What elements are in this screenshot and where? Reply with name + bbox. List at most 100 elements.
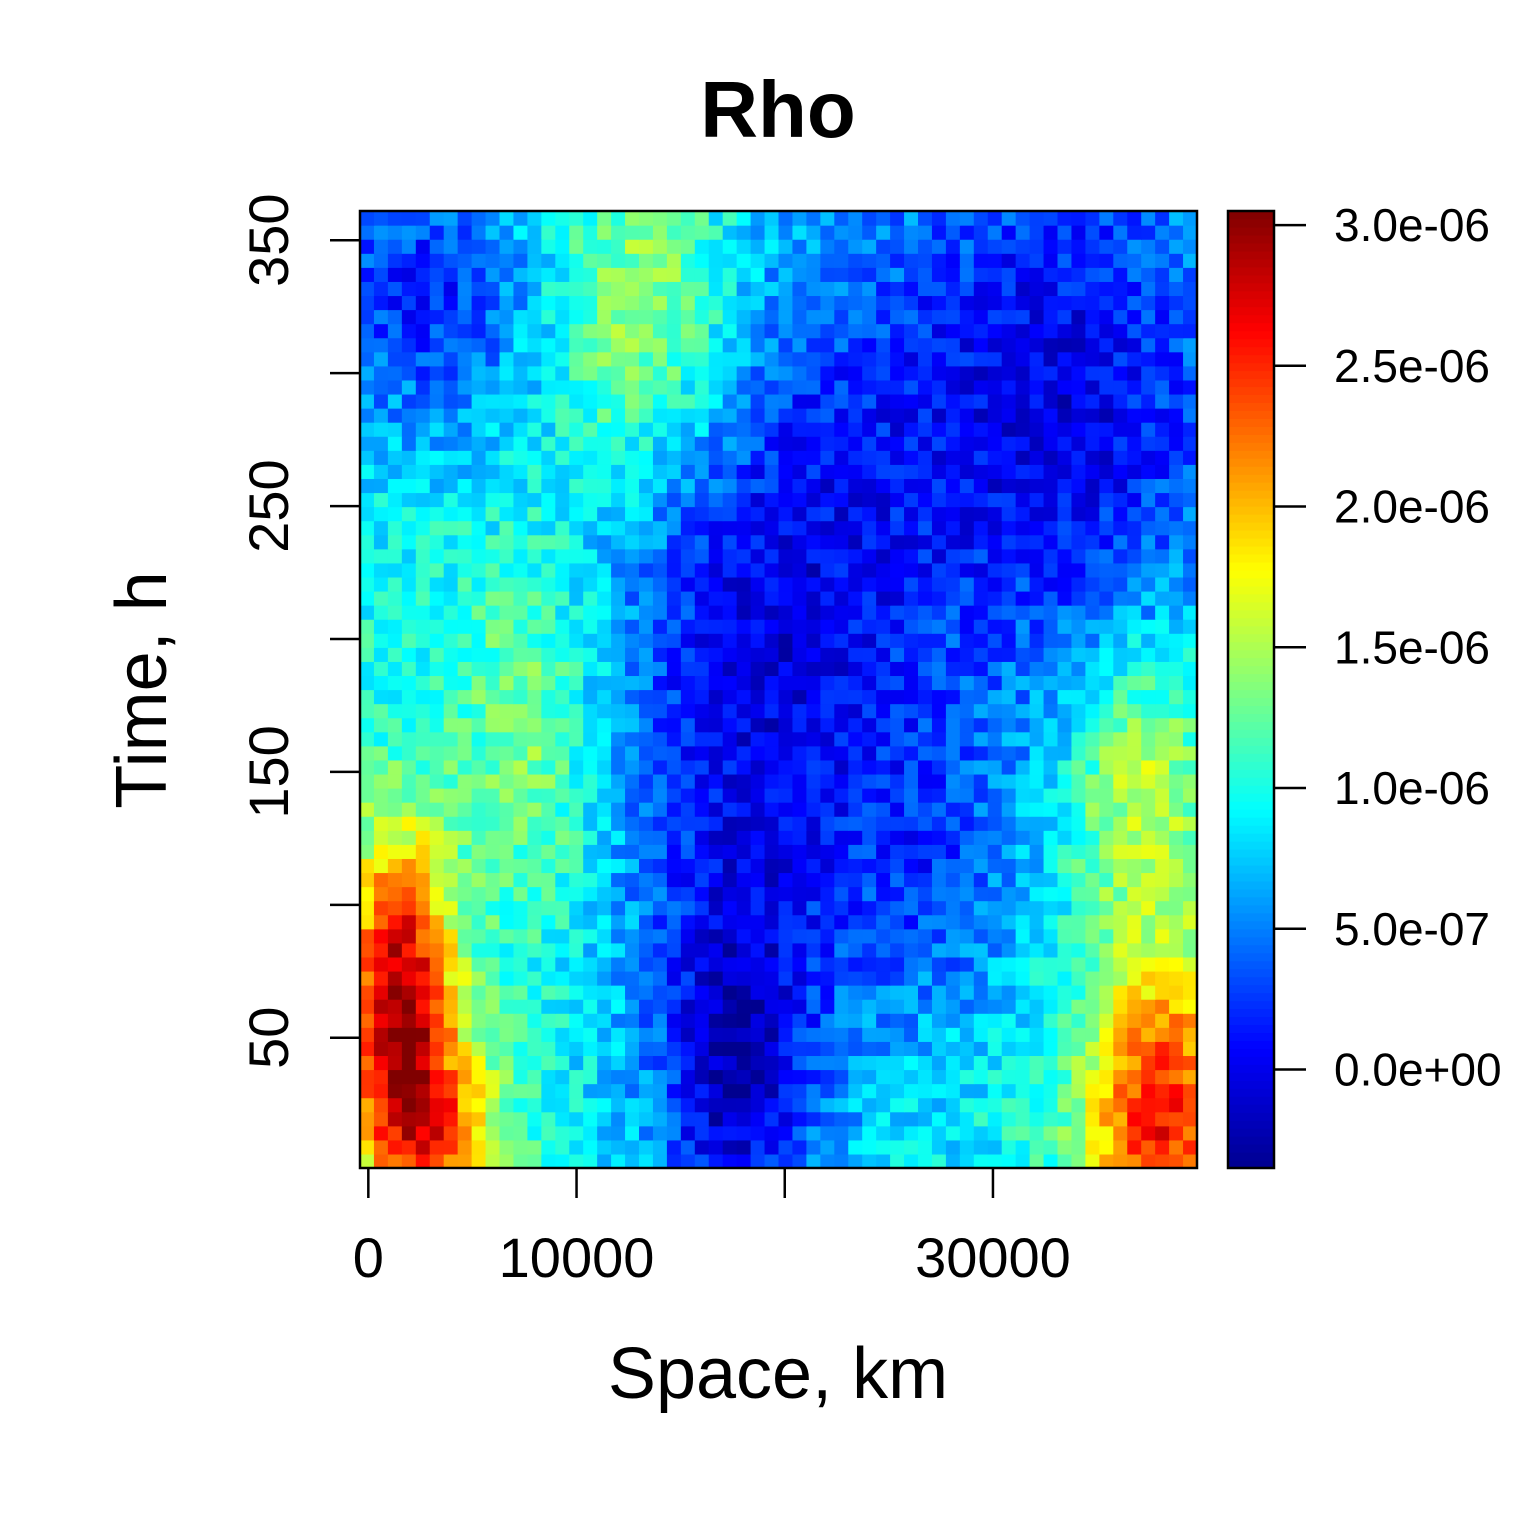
- heatmap-cell: [499, 239, 515, 254]
- heatmap-cell: [639, 942, 654, 958]
- heatmap-cell: [1127, 773, 1142, 789]
- heatmap-cell: [778, 1083, 794, 1099]
- heatmap-cell: [778, 1069, 794, 1085]
- colorbar-step: [1228, 346, 1274, 356]
- heatmap-cell: [625, 1111, 640, 1127]
- heatmap-cell: [848, 548, 863, 564]
- heatmap-cell: [415, 393, 431, 409]
- heatmap-cell: [722, 422, 738, 437]
- heatmap-cell: [1085, 1055, 1100, 1071]
- heatmap-cell: [625, 295, 640, 311]
- heatmap-cell: [597, 379, 612, 395]
- heatmap-cell: [1085, 759, 1100, 775]
- heatmap-cell: [722, 773, 738, 789]
- heatmap-cell: [1043, 492, 1059, 508]
- heatmap-cell: [764, 914, 780, 930]
- heatmap-cell: [945, 562, 961, 578]
- heatmap-cell: [834, 1083, 849, 1099]
- heatmap-cell: [904, 675, 919, 691]
- heatmap-cell: [876, 844, 891, 859]
- heatmap-cell: [708, 1013, 724, 1028]
- heatmap-cell: [360, 858, 375, 874]
- heatmap-cell: [1155, 267, 1170, 282]
- heatmap-cell: [973, 351, 989, 367]
- heatmap-cell: [1099, 619, 1114, 634]
- heatmap-cell: [429, 689, 445, 705]
- heatmap-cell: [792, 689, 807, 705]
- heatmap-cell: [569, 956, 584, 972]
- heatmap-cell: [694, 914, 710, 930]
- heatmap-cell: [750, 492, 766, 508]
- heatmap-cell: [597, 1083, 612, 1099]
- heatmap-cell: [834, 605, 849, 620]
- heatmap-cell: [987, 731, 1003, 747]
- heatmap-cell: [1029, 1125, 1045, 1141]
- heatmap-cell: [1029, 1083, 1045, 1099]
- heatmap-cell: [429, 956, 445, 972]
- heatmap-cell: [876, 605, 891, 620]
- heatmap-cell: [1141, 773, 1156, 789]
- heatmap-cell: [401, 534, 417, 550]
- heatmap-cell: [1127, 956, 1142, 972]
- heatmap-cell: [360, 323, 375, 339]
- heatmap-cell: [373, 886, 389, 902]
- heatmap-cell: [1183, 830, 1198, 845]
- heatmap-cell: [1015, 661, 1031, 677]
- heatmap-cell: [1071, 450, 1086, 465]
- heatmap-cell: [694, 1027, 710, 1042]
- colorbar-step: [1228, 952, 1274, 962]
- heatmap-cell: [1043, 450, 1059, 465]
- heatmap-cell: [513, 239, 528, 254]
- heatmap-cell: [862, 1013, 877, 1028]
- heatmap-cell: [499, 816, 515, 831]
- heatmap-cell: [597, 1013, 612, 1028]
- heatmap-cell: [1015, 351, 1031, 367]
- heatmap-cell: [1057, 1069, 1073, 1085]
- heatmap-cell: [890, 436, 905, 451]
- heatmap-cell: [764, 900, 780, 916]
- heatmap-cell: [987, 1013, 1003, 1028]
- heatmap-cell: [1043, 1027, 1059, 1042]
- heatmap-cell: [750, 548, 766, 564]
- heatmap-cell: [1085, 337, 1100, 353]
- heatmap-cell: [443, 309, 459, 325]
- heatmap-cell: [1001, 970, 1017, 986]
- heatmap-cell: [1141, 562, 1156, 578]
- heatmap-cell: [1141, 267, 1156, 282]
- heatmap-cell: [1029, 788, 1045, 803]
- heatmap-cell: [848, 562, 863, 578]
- heatmap-cell: [736, 211, 752, 226]
- heatmap-cell: [457, 985, 473, 1000]
- heatmap-cell: [1071, 253, 1086, 268]
- heatmap-cell: [401, 956, 417, 972]
- heatmap-cell: [527, 393, 542, 409]
- heatmap-cell: [541, 492, 556, 508]
- heatmap-cell: [862, 450, 877, 465]
- heatmap-cell: [1043, 562, 1059, 578]
- heatmap-cell: [360, 590, 375, 606]
- heatmap-cell: [708, 647, 724, 662]
- heatmap-cell: [541, 1069, 556, 1085]
- heatmap-cell: [360, 464, 375, 479]
- heatmap-cell: [597, 999, 612, 1014]
- heatmap-cell: [876, 745, 891, 761]
- heatmap-cell: [764, 548, 780, 564]
- heatmap-cell: [959, 872, 975, 888]
- heatmap-cell: [820, 211, 835, 226]
- heatmap-cell: [945, 1111, 961, 1127]
- heatmap-cell: [611, 211, 626, 226]
- heatmap-cell: [1043, 478, 1059, 494]
- heatmap-cell: [876, 633, 891, 648]
- heatmap-cell: [722, 900, 738, 916]
- heatmap-cell: [499, 985, 515, 1000]
- heatmap-cell: [471, 337, 487, 353]
- heatmap-cell: [764, 788, 780, 803]
- heatmap-cell: [876, 309, 891, 325]
- heatmap-cell: [722, 717, 738, 733]
- heatmap-cell: [945, 408, 961, 423]
- heatmap-cell: [792, 450, 807, 465]
- heatmap-cell: [987, 337, 1003, 353]
- heatmap-cell: [485, 239, 501, 254]
- heatmap-cell: [625, 506, 640, 522]
- heatmap-cell: [639, 914, 654, 930]
